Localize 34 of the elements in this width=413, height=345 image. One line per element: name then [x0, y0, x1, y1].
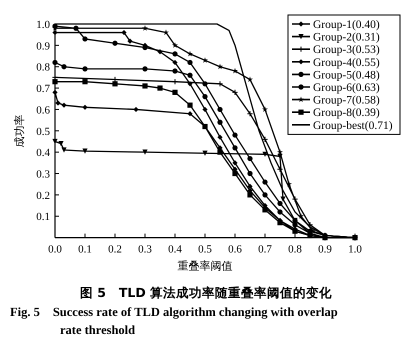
x-tick-label: 1.0 — [348, 244, 362, 256]
x-tick-label: 0.2 — [108, 244, 122, 256]
legend-label: Group-3(0.53) — [313, 44, 380, 56]
legend-label: Group-8(0.39) — [313, 107, 380, 120]
x-tick-label: 0.4 — [168, 244, 182, 256]
y-tick-label: 0.3 — [36, 168, 50, 181]
legend-label: Group-1(0.40) — [313, 19, 380, 31]
x-tick-label: 0.0 — [48, 244, 62, 256]
legend-label: Group-best(0.71) — [313, 120, 393, 132]
text: 图 5 TLD 算法成功率随重叠率阈值的变化 — [80, 285, 334, 300]
legend-label: Group-6(0.63) — [313, 82, 380, 94]
legend-label: Group-2(0.31) — [313, 32, 380, 44]
x-tick-label: 0.1 — [78, 244, 92, 256]
text: Fig. 5 Success rate of TLD algorithm changing with overlap rate threshold — [10, 305, 338, 337]
y-tick-label: 0.9 — [36, 40, 50, 52]
y-tick-label: 0.6 — [36, 104, 50, 116]
y-tick-label: 0.8 — [36, 62, 50, 74]
x-tick-label: 0.3 — [138, 244, 152, 256]
x-tick-label: 0.9 — [318, 244, 332, 256]
legend-label: Group-4(0.55) — [313, 56, 380, 69]
y-tick-label: 1.0 — [36, 19, 50, 31]
x-axis-title: 重叠率阈值 — [178, 260, 232, 273]
x-tick-label: 0.6 — [228, 244, 242, 256]
x-tick-label: 0.5 — [198, 244, 212, 256]
y-tick-label: 0.4 — [36, 147, 50, 160]
y-axis-title: 成功率 — [13, 114, 26, 148]
legend-label: Group-5(0.48) — [313, 69, 380, 82]
x-tick-label: 0.8 — [288, 244, 302, 256]
y-tick-label: 0.5 — [36, 126, 50, 138]
y-tick-label: 0.2 — [36, 190, 50, 202]
y-tick-label: 0.1 — [36, 211, 50, 224]
y-tick-label: 0.7 — [36, 83, 50, 96]
x-tick-label: 0.7 — [258, 244, 272, 256]
legend-label: Group-7(0.58) — [313, 94, 380, 107]
